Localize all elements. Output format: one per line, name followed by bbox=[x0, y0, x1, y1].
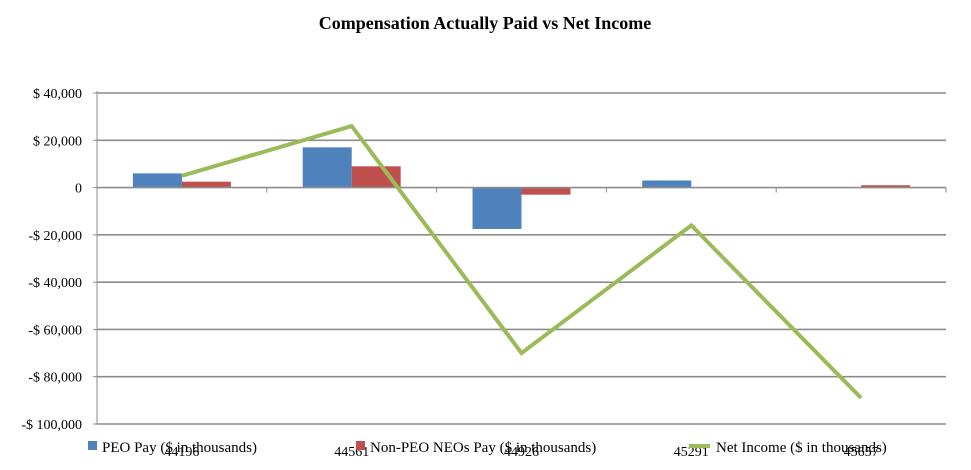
y-tick-label: $ 40,000 bbox=[33, 87, 82, 102]
non-peo-pay-bar-44561 bbox=[351, 166, 401, 188]
legend-label: Non-PEO NEOs Pay ($ in thousands) bbox=[370, 440, 596, 456]
legend: PEO Pay ($ in thousands) Non-PEO NEOs Pay… bbox=[88, 440, 887, 456]
y-tick-label: $ 20,000 bbox=[33, 134, 82, 149]
y-axis: $ 40,000 $ 20,000 0 -$ 20,000 -$ 40,000 -$ 60… bbox=[21, 87, 98, 433]
y-tick-label: 0 bbox=[75, 182, 82, 197]
y-tick-label: -$ 20,000 bbox=[28, 229, 82, 244]
net-income-line bbox=[181, 123, 863, 400]
y-tick-label: -$ 80,000 bbox=[28, 371, 82, 386]
net-income-series bbox=[181, 123, 863, 400]
legend-swatch bbox=[88, 441, 97, 450]
non-peo-pay-bar-44196 bbox=[181, 181, 231, 188]
y-tick-label: -$ 40,000 bbox=[28, 276, 82, 291]
legend-swatch bbox=[356, 441, 365, 450]
x-tick-label: 44926 bbox=[504, 445, 539, 460]
peo-pay-bar-45291 bbox=[642, 180, 692, 188]
legend-label: Net Income ($ in thousands) bbox=[716, 440, 887, 456]
y-tick-label: -$ 100,000 bbox=[21, 418, 82, 433]
gridlines bbox=[97, 92, 946, 425]
y-tick-label: -$ 60,000 bbox=[28, 323, 82, 338]
peo-pay-bar-44561 bbox=[302, 147, 352, 188]
x-tick-label: 44196 bbox=[164, 445, 199, 460]
non-peo-pay-bar-44926 bbox=[521, 187, 571, 195]
bars bbox=[132, 147, 911, 229]
peo-pay-bar-44196 bbox=[132, 173, 182, 188]
x-axis: 44196 44561 44926 45291 45657 bbox=[96, 186, 947, 460]
x-tick-label: 45291 bbox=[674, 445, 709, 460]
legend-label: PEO Pay ($ in thousands) bbox=[102, 440, 257, 456]
chart-title: Compensation Actually Paid vs Net Income bbox=[319, 13, 652, 33]
x-tick-label: 45657 bbox=[844, 445, 879, 460]
peo-pay-bar-44926 bbox=[472, 187, 522, 229]
non-peo-pay-bar-45657 bbox=[861, 185, 911, 188]
